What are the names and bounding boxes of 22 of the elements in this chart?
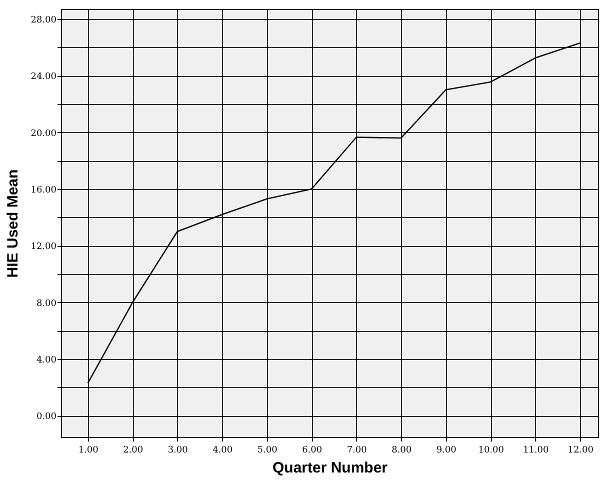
x-tick-label: 4.00 (212, 446, 233, 456)
y-tick-label: 4.00 (36, 356, 57, 366)
y-tick-label: 12.00 (30, 242, 57, 252)
x-tick-label: 11.00 (522, 446, 550, 456)
y-tick-label: 24.00 (30, 72, 57, 82)
x-tick-label: 3.00 (168, 446, 188, 456)
x-tick-label: 1.00 (78, 446, 99, 456)
x-axis-title: Quarter Number (272, 460, 388, 476)
x-tick-label: 8.00 (392, 446, 412, 456)
y-tick-label: 8.00 (36, 298, 57, 309)
y-tick-label: 20.00 (30, 128, 57, 139)
y-axis-title: HIE Used Mean (4, 169, 22, 278)
x-tick-label: 10.00 (478, 446, 504, 456)
x-tick-label: 6.00 (302, 446, 322, 456)
x-tick-label: 9.00 (436, 446, 457, 456)
x-tick-label: 12.00 (568, 446, 594, 456)
y-tick-label: 16.00 (30, 185, 57, 196)
y-tick-label: 28.00 (30, 15, 57, 26)
x-tick-label: 5.00 (257, 446, 278, 456)
x-tick-label: 2.00 (123, 446, 144, 456)
x-tick-label: 7.00 (346, 446, 368, 456)
y-tick-label: 0.00 (36, 412, 57, 422)
